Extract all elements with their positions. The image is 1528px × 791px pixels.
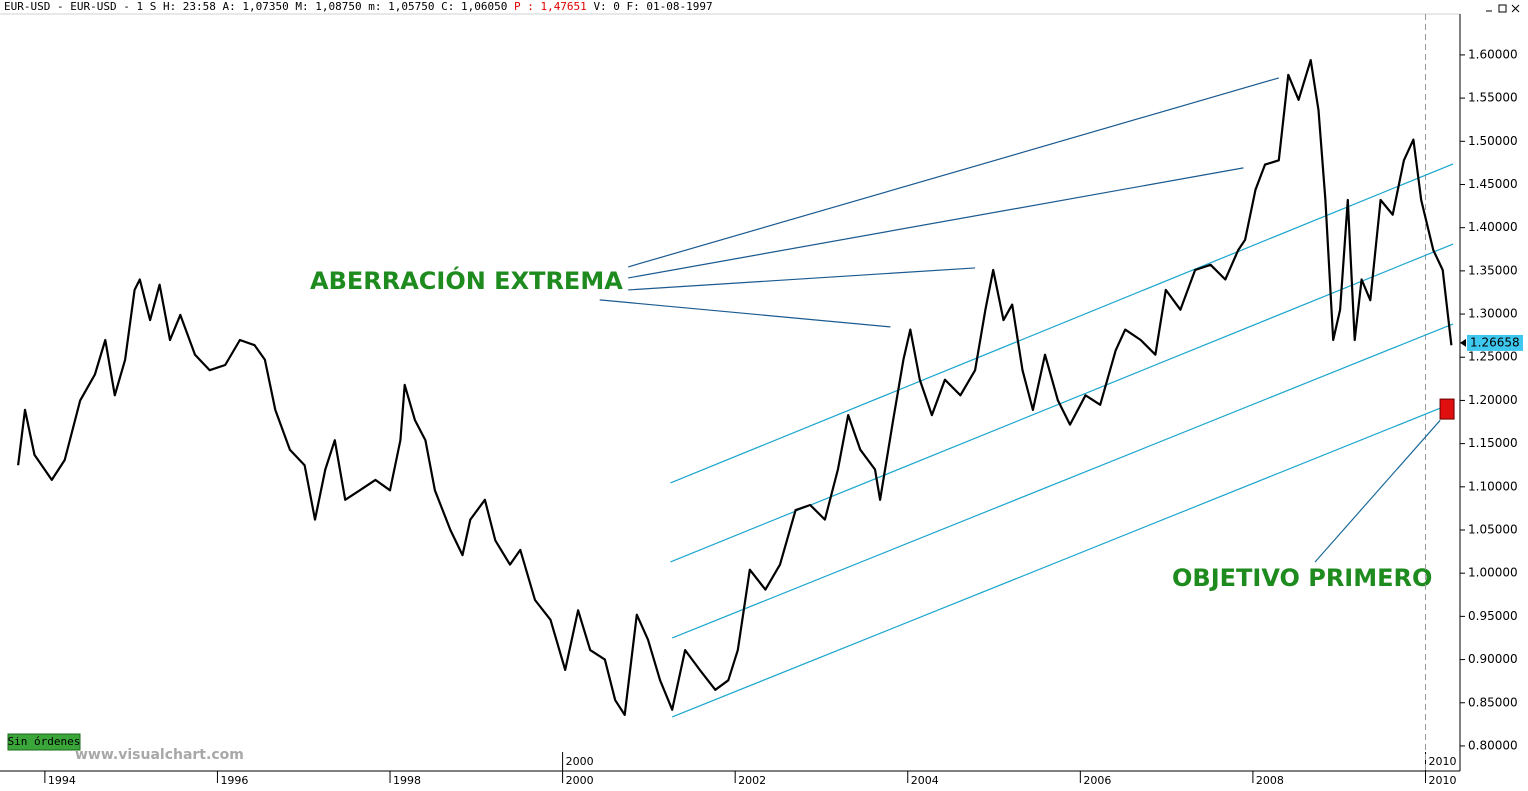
y-tick-label: 1.00000 [1468,566,1518,580]
trend-line [628,167,1244,279]
annotation: OBJETIVO PRIMERO [1172,564,1432,592]
y-tick-label: 1.40000 [1468,220,1518,234]
trend-line [1314,419,1441,563]
annotation: ABERRACIÓN EXTREMA [310,265,623,295]
y-tick-label: 0.80000 [1468,738,1518,752]
trend-line [599,299,891,328]
header-item: P : 1,47651 [514,0,587,13]
target-box [1439,398,1455,420]
price-line [17,59,1453,716]
y-tick-label: 0.95000 [1468,609,1518,623]
watermark: www.visualchart.com [75,747,244,763]
last-price-pointer [1460,338,1466,347]
header: EUR-USD - EUR-USD - 1 S H: 23:58 A: 1,07… [4,0,713,13]
y-tick-label: 1.35000 [1468,263,1518,277]
y-tick-label: 1.50000 [1468,134,1518,148]
x-tick-label: 2004 [911,774,939,787]
y-tick-label: 1.10000 [1468,479,1518,493]
y-tick-label: 0.90000 [1468,652,1518,666]
x-marker-label: 2000 [566,755,594,768]
last-price-label: 1.26658 [1470,335,1520,349]
y-tick-label: 1.05000 [1468,523,1518,537]
trend-line [670,163,1454,484]
close-button[interactable] [1511,4,1520,13]
last-price-box [1467,334,1523,351]
header-item: V: 0 F: 01-08-1997 [593,0,712,13]
status-badge[interactable] [7,733,81,751]
y-tick-label: 1.45000 [1468,177,1518,191]
x-tick-label: 2000 [566,774,594,787]
x-marker-label: 2010 [1428,755,1456,768]
status-text: Sin órdenes [8,735,81,748]
x-tick-label: 1994 [48,774,76,787]
trend-line [628,267,976,291]
x-tick-label: 1998 [393,774,421,787]
trend-line [628,77,1279,268]
trend-line [671,407,1441,718]
x-tick-label: 2008 [1256,774,1284,787]
x-tick-label: 2010 [1428,774,1456,787]
y-tick-label: 0.85000 [1468,695,1518,709]
maximize-button[interactable] [1498,4,1507,13]
window-buttons[interactable] [1486,4,1520,13]
x-tick-label: 2002 [738,774,766,787]
x-tick-label: 2006 [1083,774,1111,787]
y-tick-label: 1.20000 [1468,393,1518,407]
y-tick-label: 1.60000 [1468,47,1518,61]
y-tick-label: 1.25000 [1468,350,1518,364]
trend-line [671,323,1454,639]
header-item: EUR-USD - EUR-USD - 1 S H: 23:58 A: 1,07… [4,0,507,13]
y-tick-label: 1.15000 [1468,436,1518,450]
y-tick-label: 1.30000 [1468,307,1518,321]
y-tick-label: 1.55000 [1468,91,1518,105]
x-tick-label: 1996 [220,774,248,787]
